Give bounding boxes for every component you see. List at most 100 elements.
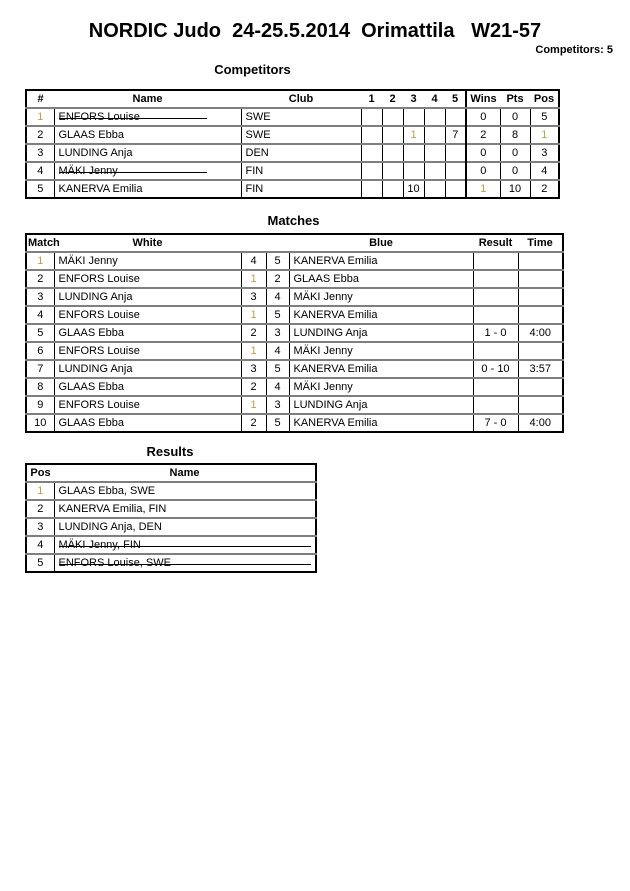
competitor-club-cell: FIN xyxy=(240,161,361,180)
white-competitor-number-cell: 3 xyxy=(240,359,266,378)
white-competitor-cell: GLAAS Ebba xyxy=(53,323,241,342)
round-2-score-cell xyxy=(381,125,403,144)
round-1-score-cell xyxy=(360,107,382,126)
match-time-cell xyxy=(517,251,563,270)
column-header-final-name: Name xyxy=(54,464,316,483)
match-number-cell: 1 xyxy=(26,251,54,270)
points-cell: 0 xyxy=(499,107,530,126)
blue-competitor-cell: KANERVA Emilia xyxy=(288,251,473,270)
column-header-white-number xyxy=(241,234,266,253)
blue-competitor-number-cell: 4 xyxy=(265,287,289,306)
round-2-score-cell xyxy=(381,161,403,180)
match-number-cell: 5 xyxy=(26,323,54,342)
column-header-round-5: 5 xyxy=(445,90,466,109)
white-competitor-cell: LUNDING Anja xyxy=(53,359,241,378)
blue-competitor-number-cell: 5 xyxy=(265,305,289,324)
result-row: 3 LUNDING Anja, DEN xyxy=(26,517,316,536)
white-competitor-number-cell: 2 xyxy=(240,323,266,342)
match-number-cell: 7 xyxy=(26,359,54,378)
match-number-cell: 4 xyxy=(26,305,54,324)
match-result-cell: 7 - 0 xyxy=(472,413,518,432)
white-competitor-cell: ENFORS Louise xyxy=(53,305,241,324)
round-1-score-cell xyxy=(360,179,382,198)
competitors-count-label: Competitors: 5 xyxy=(535,44,613,56)
match-row: 4 ENFORS Louise 1 5 KANERVA Emilia xyxy=(26,305,563,324)
competitor-name-text: GLAAS Ebba xyxy=(58,129,124,141)
round-4-score-cell xyxy=(423,143,445,162)
results-header-row: Pos Name xyxy=(26,464,316,483)
round-3-score-cell xyxy=(402,161,424,180)
blue-competitor-cell: KANERVA Emilia xyxy=(288,413,473,432)
blue-competitor-number-cell: 5 xyxy=(265,251,289,270)
column-header-time: Time xyxy=(518,234,563,253)
round-1-score-cell xyxy=(360,143,382,162)
competitor-name-text: KANERVA Emilia xyxy=(58,183,143,195)
points-cell: 8 xyxy=(499,125,530,144)
results-section-heading: Results xyxy=(146,444,194,459)
match-number-cell: 9 xyxy=(26,395,54,414)
match-number-cell: 8 xyxy=(26,377,54,396)
white-competitor-cell: GLAAS Ebba xyxy=(53,413,241,432)
blue-competitor-number-cell: 3 xyxy=(265,323,289,342)
blue-competitor-cell: LUNDING Anja xyxy=(288,323,473,342)
white-competitor-number-cell: 1 xyxy=(240,305,266,324)
position-cell: 1 xyxy=(529,125,559,144)
column-header-blue-number xyxy=(266,234,289,253)
round-2-score-cell xyxy=(381,179,403,198)
competitors-header-row: # Name Club 1 2 3 4 5 Wins Pts Pos xyxy=(26,90,559,109)
position-cell: 4 xyxy=(529,161,559,180)
competitor-name-cell: LUNDING Anja xyxy=(53,143,241,162)
position-cell: 5 xyxy=(529,107,559,126)
column-header-round-1: 1 xyxy=(361,90,382,109)
round-5-score-cell xyxy=(444,179,466,198)
competitor-name-text: MÄKI Jenny xyxy=(58,164,207,178)
competitor-name-cell: ENFORS Louise xyxy=(53,107,241,126)
final-name-cell: KANERVA Emilia, FIN xyxy=(53,499,316,518)
match-number-cell: 3 xyxy=(26,287,54,306)
wins-cell: 0 xyxy=(465,161,500,180)
final-name-cell: GLAAS Ebba, SWE xyxy=(53,481,316,500)
final-position-cell: 1 xyxy=(26,481,54,500)
column-header-match: Match xyxy=(26,234,60,253)
match-time-cell: 3:57 xyxy=(517,359,563,378)
white-competitor-number-cell: 1 xyxy=(240,395,266,414)
position-cell: 2 xyxy=(529,179,559,198)
column-header-wins: Wins xyxy=(465,90,500,109)
match-row: 7 LUNDING Anja 3 5 KANERVA Emilia 0 - 10… xyxy=(26,359,563,378)
final-name-text: KANERVA Emilia, FIN xyxy=(58,503,167,515)
competitor-club-cell: SWE xyxy=(240,125,361,144)
competitor-number-cell: 3 xyxy=(26,143,54,162)
match-time-cell xyxy=(517,269,563,288)
match-row: 6 ENFORS Louise 1 4 MÄKI Jenny xyxy=(26,341,563,360)
match-time-cell xyxy=(517,377,563,396)
competitor-row: 3 LUNDING Anja DEN 0 0 3 xyxy=(26,143,559,162)
final-name-text: GLAAS Ebba, SWE xyxy=(58,485,156,497)
round-4-score-cell xyxy=(423,161,445,180)
competitor-name-text: LUNDING Anja xyxy=(58,147,133,159)
round-5-score-cell xyxy=(444,143,466,162)
match-result-cell: 0 - 10 xyxy=(472,359,518,378)
column-header-points: Pts xyxy=(500,90,530,109)
column-header-round-3: 3 xyxy=(403,90,424,109)
match-time-cell: 4:00 xyxy=(517,323,563,342)
final-position-cell: 2 xyxy=(26,499,54,518)
match-result-cell xyxy=(472,287,518,306)
result-row: 5 ENFORS Louise, SWE xyxy=(26,553,316,572)
round-1-score-cell xyxy=(360,125,382,144)
competitor-row: 5 KANERVA Emilia FIN 10 1 10 2 xyxy=(26,179,559,198)
final-position-cell: 4 xyxy=(26,535,54,554)
results-table: Pos Name 1 GLAAS Ebba, SWE 2 KANERVA Emi… xyxy=(25,463,317,573)
match-row: 1 MÄKI Jenny 4 5 KANERVA Emilia xyxy=(26,251,563,270)
column-header-round-4: 4 xyxy=(424,90,445,109)
white-competitor-cell: MÄKI Jenny xyxy=(53,251,241,270)
round-3-score-cell xyxy=(402,107,424,126)
blue-competitor-cell: MÄKI Jenny xyxy=(288,341,473,360)
match-row: 10 GLAAS Ebba 2 5 KANERVA Emilia 7 - 0 4… xyxy=(26,413,563,432)
column-header-white: White xyxy=(54,234,241,253)
match-row: 5 GLAAS Ebba 2 3 LUNDING Anja 1 - 0 4:00 xyxy=(26,323,563,342)
match-result-cell xyxy=(472,269,518,288)
match-number-cell: 10 xyxy=(26,413,54,432)
column-header-number: # xyxy=(26,90,54,109)
match-time-cell xyxy=(517,287,563,306)
round-1-score-cell xyxy=(360,161,382,180)
